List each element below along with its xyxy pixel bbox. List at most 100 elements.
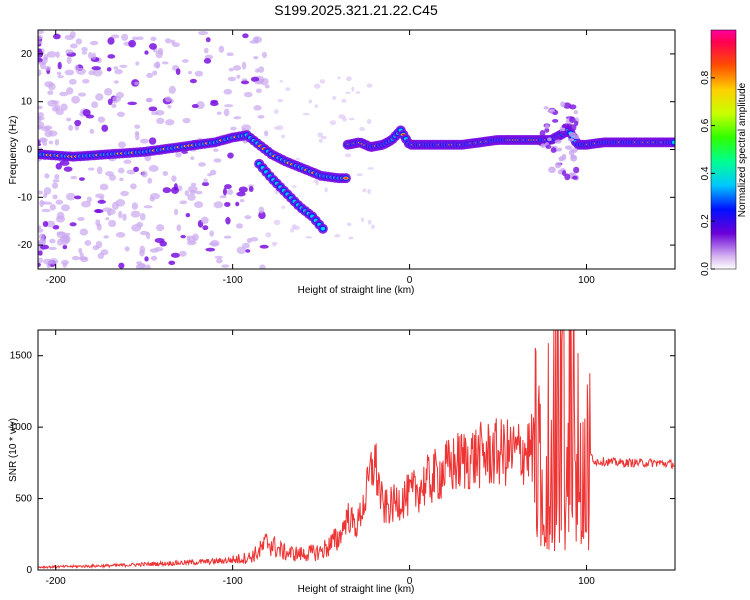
snr-x-label: Height of straight line (km) [298, 584, 415, 595]
spectrogram-ytick-label: 10 [21, 97, 33, 108]
noise-blob [123, 159, 132, 164]
noise-blob [92, 68, 103, 77]
noise-blob [51, 182, 59, 189]
ridge-mark [671, 140, 675, 145]
noise-blob [367, 219, 372, 225]
noise-blob [78, 247, 83, 254]
noise-blob [74, 64, 79, 71]
noise-blob [150, 111, 159, 116]
noise-blob [277, 98, 284, 103]
colorbar-tick-label: 0.2 [700, 214, 711, 228]
noise-blob [223, 108, 230, 117]
noise-blob [61, 204, 70, 212]
noise-blob [96, 166, 103, 175]
noise-blob [43, 192, 48, 198]
noise-blob [102, 207, 112, 212]
noise-blob [145, 264, 151, 269]
noise-blob [348, 236, 354, 240]
noise-blob [184, 190, 190, 197]
spectrogram-xtick-label: -100 [223, 275, 243, 286]
noise-blob [238, 186, 248, 193]
noise-blob [186, 235, 191, 242]
noise-blob [52, 179, 60, 183]
noise-blob [198, 162, 206, 167]
noise-blob [219, 195, 227, 199]
noise-blob [38, 30, 44, 35]
noise-blob [258, 211, 266, 220]
noise-blob [203, 57, 212, 64]
noise-blob [572, 175, 578, 180]
noise-blob [224, 104, 234, 108]
noise-blob [246, 237, 252, 244]
noise-blob [118, 262, 125, 269]
spectrogram-ytick-label: 0 [26, 145, 32, 156]
noise-blob [85, 114, 95, 119]
noise-blob [264, 84, 270, 89]
noise-blob [103, 235, 110, 239]
noise-blob [55, 108, 64, 116]
noise-blob [162, 187, 172, 194]
noise-blob [114, 69, 123, 75]
snr-ytick-label: 500 [15, 494, 32, 505]
colorbar-gradient [710, 29, 737, 270]
noise-blob [210, 239, 220, 247]
noise-blob [65, 192, 76, 201]
colorbar: 0.0 0.2 0.4 0.6 0.8 Normalized spectral ampl… [700, 29, 748, 276]
noise-blob [241, 242, 250, 249]
snr-series-line [38, 330, 675, 570]
noise-blob [149, 248, 159, 253]
noise-blob [107, 54, 116, 59]
noise-blob [564, 173, 571, 181]
noise-blob [338, 114, 346, 119]
spectrogram-ytick-label: -20 [18, 240, 33, 251]
noise-blob [295, 157, 301, 161]
noise-blob [130, 183, 137, 190]
noise-blob [201, 181, 210, 187]
noise-blob [324, 187, 328, 193]
noise-blob [134, 81, 140, 86]
noise-blob [228, 67, 234, 72]
snr-xtick-label: -200 [46, 576, 66, 587]
noise-blob [194, 70, 204, 77]
noise-blob [86, 196, 92, 203]
noise-blob [550, 147, 557, 153]
noise-blob [149, 43, 157, 50]
noise-blob [80, 256, 89, 263]
noise-blob [127, 101, 137, 106]
noise-blob [569, 116, 576, 123]
spectrogram-x-label: Height of straight line (km) [298, 285, 415, 296]
noise-blob [155, 50, 163, 59]
noise-blob [564, 145, 573, 150]
colorbar-tick-label: 0.8 [700, 70, 711, 84]
noise-blob [144, 50, 149, 55]
noise-blob [573, 110, 578, 115]
noise-blob [46, 51, 57, 58]
noise-blob [140, 230, 149, 236]
noise-blob [346, 222, 352, 226]
noise-blob [119, 177, 124, 182]
noise-blob [189, 78, 197, 84]
noise-blob [38, 105, 43, 110]
noise-blob [112, 96, 122, 103]
noise-blob [226, 188, 234, 195]
noise-blob [40, 244, 50, 250]
noise-blob [265, 232, 272, 238]
noise-blob [344, 153, 352, 158]
noise-blob [155, 224, 165, 232]
noise-blob [371, 224, 375, 230]
noise-blob [554, 139, 562, 144]
noise-blob [95, 240, 103, 249]
colorbar-tick-label: 0.6 [700, 118, 711, 132]
noise-blob [223, 88, 233, 95]
colorbar-tick-label: 0.0 [700, 262, 711, 276]
noise-blob [356, 173, 363, 177]
noise-blob [44, 173, 50, 179]
noise-blob [38, 116, 42, 124]
noise-blob [250, 76, 260, 82]
noise-blob [207, 173, 213, 177]
noise-blob [255, 88, 262, 94]
noise-blob [165, 96, 172, 103]
